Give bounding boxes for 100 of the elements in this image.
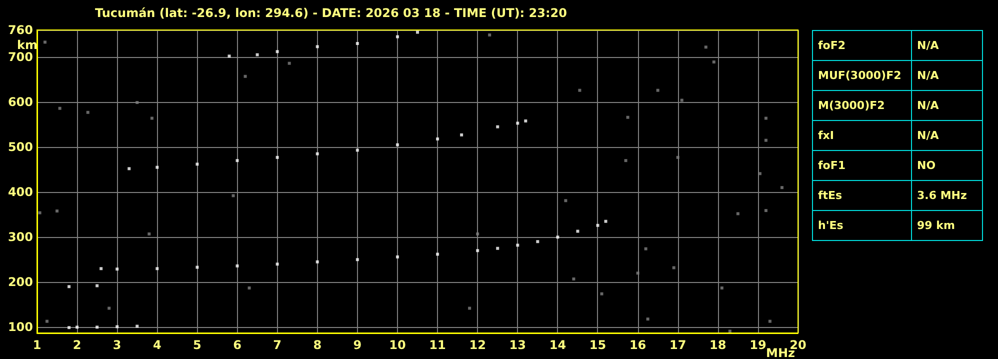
point [764, 209, 768, 212]
x-tick-label: 13 [509, 338, 526, 352]
point [150, 116, 154, 120]
point [460, 133, 464, 136]
point [356, 148, 359, 152]
x-tick-label: 12 [469, 338, 486, 352]
text: h'Es [812, 210, 912, 240]
point [536, 240, 540, 244]
point [100, 267, 103, 270]
point [476, 249, 480, 252]
x-tick-label: 14 [549, 338, 566, 352]
point [436, 252, 440, 256]
point [68, 285, 71, 288]
text: foF1 [812, 150, 912, 180]
point [148, 232, 151, 236]
x-tick-label: 6 [233, 338, 242, 352]
point [44, 40, 47, 44]
point [96, 284, 99, 288]
point [396, 143, 399, 146]
point [96, 326, 99, 329]
x-tick-label: 18 [710, 338, 726, 352]
x-tick-label: 15 [589, 338, 606, 352]
point [116, 325, 119, 328]
x-tick-label: 9 [353, 338, 362, 352]
point [396, 255, 399, 258]
point [232, 194, 235, 198]
point [780, 186, 784, 190]
point [46, 320, 49, 323]
point [38, 211, 42, 214]
y-tick-label: 400 [8, 185, 33, 200]
point [704, 46, 708, 49]
point [316, 152, 319, 156]
point [644, 247, 648, 250]
point [764, 116, 768, 120]
x-tick-label: 17 [669, 338, 686, 352]
point [768, 320, 772, 323]
point [468, 306, 472, 310]
point [316, 45, 319, 48]
point [236, 159, 239, 162]
text: fxI [812, 120, 912, 150]
point [128, 167, 131, 170]
x-tick-label: 1 [32, 338, 42, 352]
point [624, 159, 628, 162]
y-tick-label: 200 [8, 275, 33, 290]
chart-title: Tucumán (lat: -26.9, lon: 294.6) - DATE: 2026 03 18 - TIME (UT): 23:20 [95, 6, 567, 20]
x-tick-label: 5 [193, 338, 202, 352]
point [416, 30, 419, 34]
point [116, 268, 119, 271]
point [156, 166, 159, 169]
text: 99 km [912, 210, 982, 240]
text: 3.6 MHz [912, 180, 982, 210]
x-tick-label: 8 [313, 338, 322, 352]
point [564, 199, 568, 202]
x-tick-label: 11 [429, 338, 446, 352]
point [488, 33, 492, 36]
text: N/A [912, 120, 982, 150]
point [76, 326, 79, 329]
point [524, 119, 528, 122]
y-axis-title: km [17, 38, 38, 52]
point [196, 266, 199, 269]
point [136, 100, 139, 104]
x-tick-label: 4 [152, 338, 162, 352]
text: MUF(3000)F2 [812, 60, 912, 90]
point [578, 88, 582, 92]
point [676, 156, 680, 159]
point [646, 318, 650, 321]
point [626, 116, 630, 119]
point [516, 122, 520, 125]
point [680, 98, 684, 102]
x-tick-label: 2 [72, 338, 82, 352]
y-tick-label: 760 [8, 23, 33, 37]
text: N/A [912, 30, 982, 60]
y-tick-label: 300 [8, 230, 33, 244]
point [596, 224, 600, 227]
point [728, 330, 732, 333]
point [736, 212, 740, 216]
x-tick-label: 10 [389, 338, 406, 352]
x-tick-label: 20 [790, 338, 806, 352]
point [720, 286, 724, 290]
point [356, 42, 359, 46]
point [436, 137, 440, 140]
point [712, 60, 716, 64]
point [288, 62, 291, 65]
point [476, 232, 480, 236]
point [228, 54, 231, 58]
x-tick-label: 16 [629, 338, 646, 352]
point [58, 106, 62, 110]
point [396, 35, 399, 38]
point [68, 326, 71, 330]
point [156, 267, 159, 270]
x-tick-label: 19 [750, 338, 766, 352]
point [196, 162, 199, 166]
point [276, 262, 279, 266]
text: foF2 [812, 30, 912, 60]
point [276, 156, 279, 159]
point [672, 266, 676, 270]
point [276, 50, 279, 54]
y-tick-label: 100 [8, 320, 33, 334]
text: N/A [912, 60, 982, 90]
point [656, 88, 660, 92]
